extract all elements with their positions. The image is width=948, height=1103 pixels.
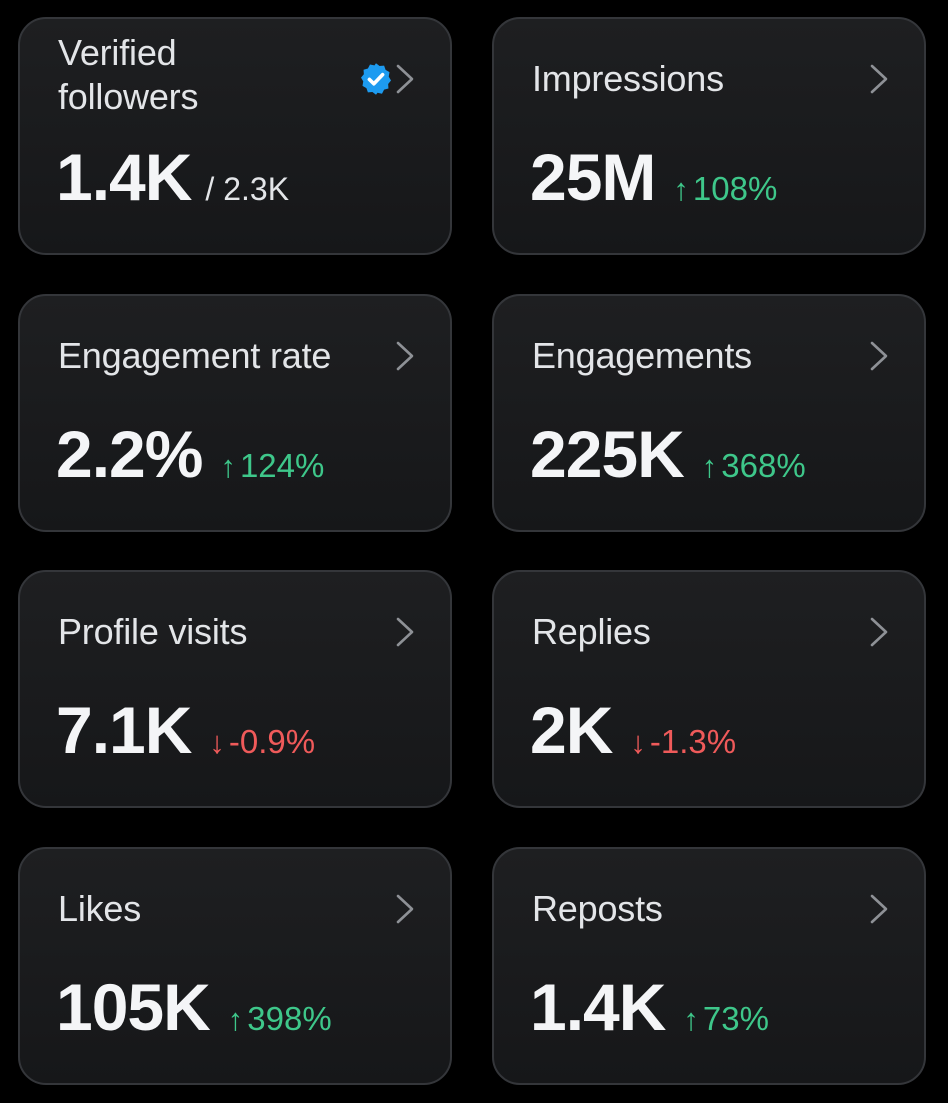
arrow-up-icon: ↑ (673, 172, 689, 207)
reposts-change: ↑ 73% (683, 1000, 769, 1037)
likes-value: 105K (56, 970, 211, 1044)
chevron-right-icon (864, 57, 894, 101)
verified-followers-total: / 2.3K (205, 171, 290, 207)
verified-followers-label: Verified followers (58, 32, 199, 117)
likes-card[interactable]: Likes 105K ↑ 398% (18, 847, 452, 1085)
profile-visits-label: Profile visits (58, 611, 248, 652)
replies-change: ↓ -1.3% (630, 723, 737, 760)
chevron-right-icon (864, 887, 894, 931)
chevron-right-icon (390, 887, 420, 931)
impressions-change: ↑ 108% (673, 170, 778, 207)
engagements-label: Engagements (532, 335, 752, 376)
replies-label: Replies (532, 611, 651, 652)
arrow-down-icon: ↓ (209, 725, 225, 760)
profile-visits-value: 7.1K (56, 693, 192, 767)
metric-value-row: 2.2% ↑ 124% (56, 414, 324, 494)
verified-followers-value: 1.4K (56, 140, 192, 214)
metric-value-row: 1.4K / 2.3K (56, 137, 289, 217)
chevron-right-icon (864, 334, 894, 378)
impressions-label: Impressions (532, 58, 724, 99)
profile-visits-change: ↓ -0.9% (209, 723, 316, 760)
likes-change: ↑ 398% (227, 1000, 332, 1037)
metric-value-row: 225K ↑ 368% (530, 414, 806, 494)
chevron-right-icon (864, 610, 894, 654)
chevron-right-icon (390, 334, 420, 378)
chevron-right-icon (390, 57, 420, 101)
engagements-card[interactable]: Engagements 225K ↑ 368% (492, 294, 926, 532)
engagements-value: 225K (530, 417, 685, 491)
verified-followers-card[interactable]: Verified followers 1.4K / 2.3K (18, 17, 452, 255)
engagement-rate-value: 2.2% (56, 417, 203, 491)
engagement-rate-label: Engagement rate (58, 335, 332, 376)
reposts-label: Reposts (532, 888, 663, 929)
arrow-up-icon: ↑ (701, 449, 718, 484)
chevron-right-icon (390, 610, 420, 654)
impressions-card[interactable]: Impressions 25M ↑ 108% (492, 17, 926, 255)
verified-badge-icon (358, 61, 394, 97)
profile-visits-card[interactable]: Profile visits 7.1K ↓ -0.9% (18, 570, 452, 808)
metric-value-row: 25M ↑ 108% (530, 137, 777, 217)
metric-value-row: 105K ↑ 398% (56, 967, 332, 1047)
engagement-rate-change: ↑ 124% (220, 447, 325, 484)
reposts-card[interactable]: Reposts 1.4K ↑ 73% (492, 847, 926, 1085)
metric-value-row: 1.4K ↑ 73% (530, 967, 769, 1047)
likes-label: Likes (58, 888, 142, 929)
replies-card[interactable]: Replies 2K ↓ -1.3% (492, 570, 926, 808)
arrow-up-icon: ↑ (227, 1002, 244, 1037)
arrow-up-icon: ↑ (220, 449, 236, 484)
metric-value-row: 7.1K ↓ -0.9% (56, 690, 315, 770)
arrow-down-icon: ↓ (630, 725, 646, 760)
impressions-value: 25M (530, 140, 656, 214)
engagements-change: ↑ 368% (701, 447, 806, 484)
reposts-value: 1.4K (530, 970, 666, 1044)
arrow-up-icon: ↑ (683, 1002, 699, 1037)
replies-value: 2K (530, 693, 613, 767)
engagement-rate-card[interactable]: Engagement rate 2.2% ↑ 124% (18, 294, 452, 532)
metric-value-row: 2K ↓ -1.3% (530, 690, 736, 770)
